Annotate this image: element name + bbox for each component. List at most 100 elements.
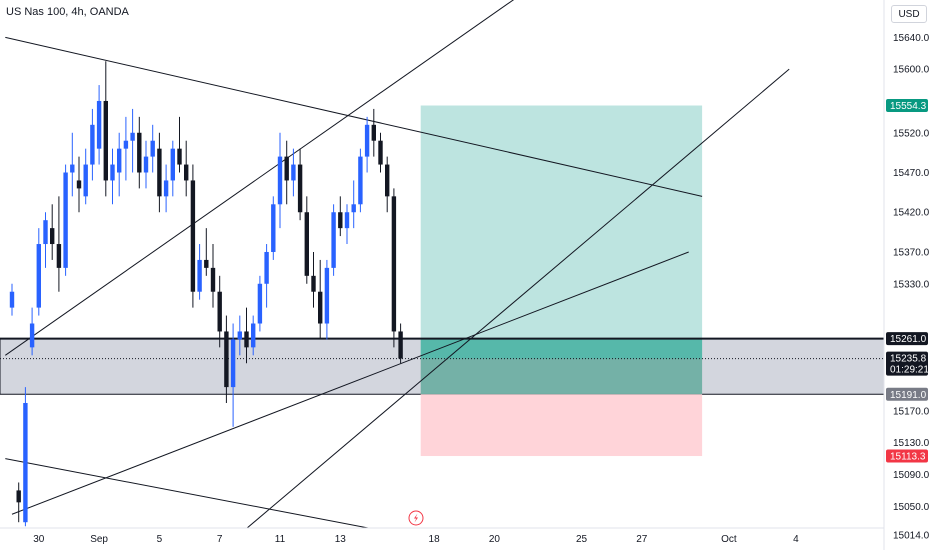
candle-body (217, 291, 222, 332)
time-tick-label: 20 (489, 534, 501, 545)
candle-body (364, 124, 370, 157)
candle-body (297, 164, 303, 213)
trend-line (5, 36, 703, 197)
time-tick-label: 27 (636, 534, 648, 545)
candle-body (43, 220, 48, 245)
candle-body (16, 490, 21, 503)
time-tick-label: 5 (157, 534, 163, 545)
price-tag-label: 15554.3 (890, 101, 927, 112)
candle-body (358, 156, 363, 205)
price-tick-label: 15640.0 (893, 33, 930, 44)
time-tick-label: 4 (793, 534, 799, 545)
candle-body (197, 259, 202, 292)
candle-body (117, 148, 122, 173)
time-tick-label: 18 (429, 534, 441, 545)
price-tick-label: 15520.0 (893, 128, 930, 139)
price-tag-label: 15261.0 (890, 334, 927, 345)
candle-body (83, 164, 88, 197)
time-tick-label: 13 (335, 534, 347, 545)
candle-body (90, 124, 95, 165)
time-tick-label: Oct (721, 534, 737, 545)
candle-body (284, 156, 289, 181)
candle-body (70, 164, 75, 173)
candle-body (244, 331, 249, 348)
candle-body (391, 196, 397, 332)
trend-line (246, 68, 790, 528)
candle-body (304, 212, 309, 276)
candle-body (210, 267, 216, 292)
position-overlap-zone (420, 338, 703, 395)
plot-area (0, 0, 884, 528)
time-tick-label: 7 (217, 534, 223, 545)
candle-body (371, 124, 376, 141)
candle-body (351, 204, 356, 213)
price-tag-bg (886, 332, 928, 346)
candle-body (378, 140, 383, 165)
price-tick-label: 15600.0 (893, 65, 930, 76)
candle-body (123, 140, 129, 149)
candle-body (184, 164, 189, 181)
price-tag-bg (886, 99, 928, 112)
price-tick-label: 15170.0 (893, 406, 930, 417)
time-tick-label: 11 (275, 534, 286, 545)
time-tick-label: 25 (576, 534, 588, 545)
price-tag-bg (886, 449, 928, 463)
price-tick-label: 15090.0 (893, 470, 930, 481)
candle-body (143, 156, 149, 173)
candle-body (385, 164, 390, 197)
price-tick-label: 15420.0 (893, 208, 930, 219)
candle-body (311, 275, 316, 292)
candle-body (63, 172, 68, 268)
time-tick-label: 30 (33, 534, 45, 545)
candle-body (150, 140, 155, 157)
price-tag-label: 15235.8 (890, 354, 927, 365)
price-tick-label: 15330.0 (893, 279, 930, 290)
price-tick-label: 15130.0 (893, 438, 930, 449)
candle-body (291, 164, 296, 181)
candle-body (331, 212, 336, 268)
candle-body (237, 331, 242, 340)
price-tick-label: 15370.0 (893, 247, 930, 258)
candle-body (130, 132, 135, 141)
candle-body (170, 148, 175, 181)
candle-body (56, 244, 62, 268)
symbol-title: US Nas 100, 4h, OANDA (6, 6, 129, 18)
candle-body (36, 244, 41, 308)
candle-body (177, 148, 182, 165)
candle-body (257, 283, 263, 324)
candle-body (96, 100, 102, 149)
candle-body (23, 402, 28, 523)
countdown-label: 01:29:21 (890, 365, 929, 376)
candle-body (190, 180, 196, 292)
candle-body (338, 212, 343, 229)
candle-body (398, 331, 403, 359)
currency-button[interactable]: USD (891, 5, 927, 23)
trend-line (5, 0, 515, 356)
candle-body (318, 291, 323, 324)
candle-body (157, 148, 162, 197)
candle-body (103, 100, 108, 181)
candle-body (50, 228, 55, 245)
price-tag-bg (886, 387, 928, 401)
price-tick-label: 15050.0 (893, 502, 930, 513)
candle-body (251, 323, 256, 348)
candle-body (163, 180, 169, 197)
price-tag-label: 15113.3 (890, 452, 926, 463)
position-profit-zone (420, 105, 703, 359)
price-tag-label: 15191.0 (890, 390, 927, 401)
candle-body (29, 323, 35, 348)
candle-body (344, 212, 350, 229)
candle-body (76, 180, 82, 189)
candle-body (9, 291, 15, 308)
candle-body (224, 331, 229, 388)
candle-body (324, 267, 330, 324)
price-tick-label: 15470.0 (893, 168, 930, 179)
price-tick-label: 15014.0 (893, 530, 930, 541)
candle-body (110, 164, 115, 181)
trend-line (11, 251, 689, 515)
candle-body (204, 259, 209, 268)
time-tick-label: Sep (90, 534, 108, 545)
candle-body (277, 156, 283, 205)
